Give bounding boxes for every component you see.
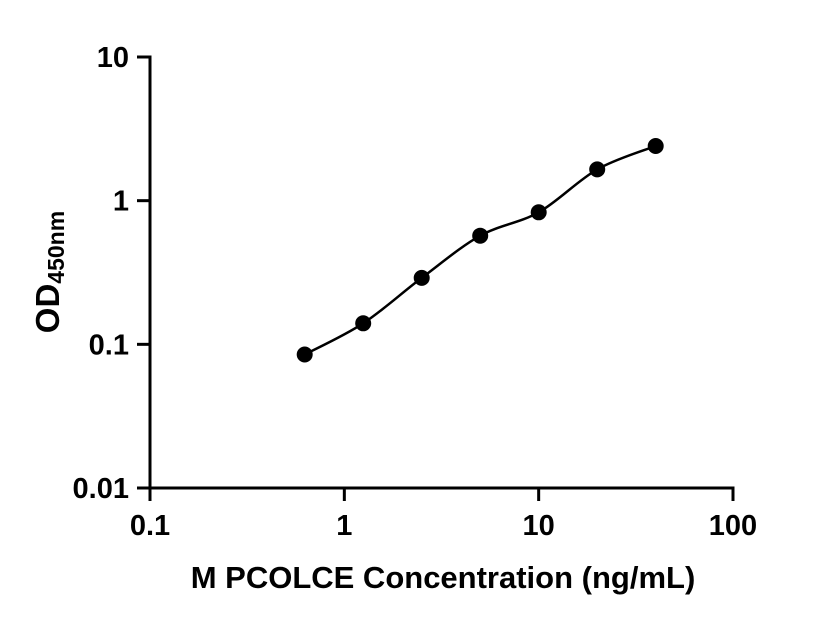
data-point: [472, 227, 489, 244]
x-tick-label: 0.1: [130, 510, 170, 542]
y-axis-title: OD450nm: [27, 122, 69, 422]
data-point: [589, 161, 606, 178]
axes: [148, 55, 735, 490]
data-point: [355, 315, 372, 332]
data-point: [296, 346, 313, 363]
data-point: [530, 204, 547, 221]
y-tick-label: 0.01: [73, 473, 129, 505]
data-point: [647, 138, 664, 154]
x-axis-title: M PCOLCE Concentration (ng/mL): [190, 560, 696, 595]
data-point: [413, 269, 430, 286]
x-tick-label: 100: [709, 510, 757, 542]
x-tick-label: 1: [336, 510, 352, 542]
x-tick-label: 10: [523, 510, 555, 542]
y-axis-title-od: OD: [29, 283, 66, 334]
y-tick-label: 10: [97, 42, 129, 74]
y-tick-label: 1: [113, 186, 129, 218]
y-axis-title-450nm: 450nm: [43, 210, 69, 284]
y-tick-label: 0.1: [89, 329, 129, 361]
